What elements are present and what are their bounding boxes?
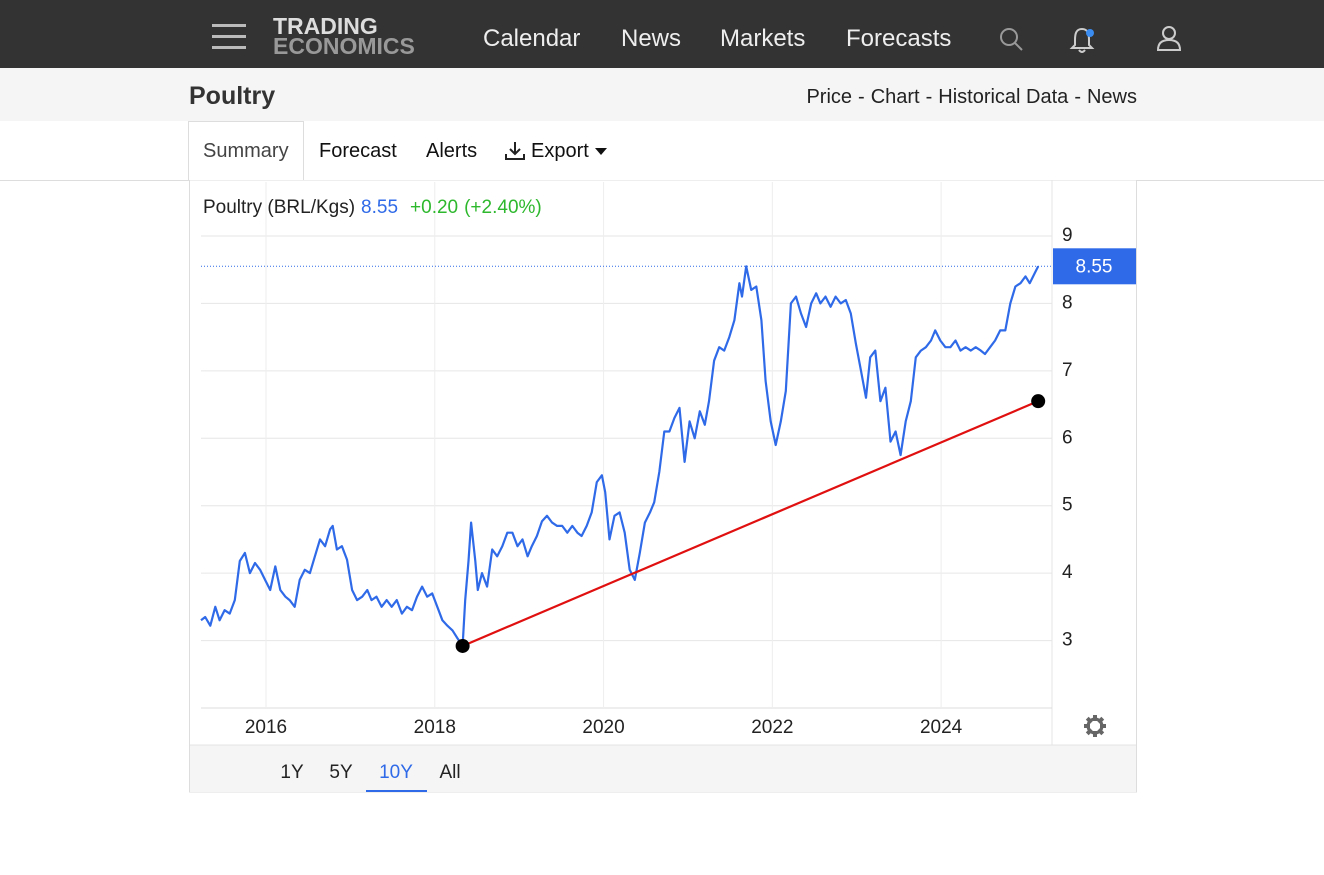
legend-name: Poultry (BRL/Kgs) [203, 197, 355, 218]
separator: - [925, 86, 933, 108]
chart-frame [189, 180, 1137, 793]
separator: - [858, 86, 865, 108]
logo-top: TRADING [273, 13, 378, 39]
legend-value: 8.55 [361, 197, 398, 218]
y-tick-label: 7 [1062, 360, 1073, 381]
range-button[interactable]: 1Y [280, 762, 304, 783]
tab-selected-box [188, 121, 304, 181]
tab[interactable]: Forecast [319, 140, 397, 162]
bell-icon[interactable] [1068, 26, 1098, 56]
section-link[interactable]: Historical Data [938, 86, 1069, 108]
legend-change-pct: (+2.40%) [464, 197, 542, 218]
page-title: Poultry [189, 82, 276, 110]
range-button[interactable]: All [439, 762, 460, 783]
last-value-label: 8.55 [1076, 256, 1113, 277]
range-bar [190, 745, 1136, 792]
y-tick-label: 3 [1062, 630, 1073, 651]
section-link[interactable]: Chart [870, 86, 920, 108]
user-icon[interactable] [1156, 24, 1184, 54]
y-tick-label: 5 [1062, 495, 1073, 516]
sub-header: Poultry Price - Chart - Historical Data - News [0, 68, 1324, 121]
y-tick-label: 9 [1062, 225, 1073, 246]
range-button[interactable]: 5Y [329, 762, 353, 783]
separator: - [1074, 86, 1081, 108]
x-tick-label: 2016 [245, 717, 287, 738]
range-button[interactable]: 10Y [379, 762, 413, 783]
settings-icon[interactable] [1084, 715, 1106, 737]
y-tick-label: 4 [1062, 562, 1073, 583]
x-tick-label: 2022 [751, 717, 793, 738]
trend-point [455, 638, 470, 653]
last-value-badge [1053, 248, 1136, 285]
x-tick-label: 2018 [414, 717, 456, 738]
section-link[interactable]: Price [806, 86, 853, 108]
nav-link[interactable]: Markets [720, 25, 806, 52]
search-icon[interactable] [998, 26, 1026, 54]
top-bar: TRADING ECONOMICS Calendar News Markets … [0, 0, 1324, 68]
y-tick-label: 8 [1062, 292, 1073, 313]
logo-bottom: ECONOMICS [273, 33, 415, 59]
trend-line [462, 400, 1039, 647]
nav-link[interactable]: News [621, 25, 682, 52]
trend-point [1031, 394, 1046, 409]
tab[interactable]: Alerts [426, 140, 478, 162]
legend: Poultry (BRL/Kgs) 8.55 +0.20 (+2.40%) [203, 197, 542, 218]
download-icon [505, 142, 525, 160]
tab[interactable]: Summary [203, 140, 289, 162]
section-link[interactable]: News [1086, 86, 1137, 108]
y-tick-label: 6 [1062, 427, 1073, 448]
nav-link[interactable]: Calendar [483, 25, 581, 52]
x-tick-label: 2020 [582, 717, 624, 738]
section-links: Price - Chart - Historical Data - News [806, 86, 1137, 109]
legend-change: +0.20 [410, 197, 458, 218]
logo[interactable]: TRADING ECONOMICS [273, 13, 415, 59]
caret-icon [595, 148, 607, 155]
price-line [200, 265, 1040, 648]
menu-icon[interactable] [212, 22, 246, 50]
tab-row: Summary Forecast Alerts Export [0, 121, 1324, 181]
x-tick-label: 2024 [920, 717, 963, 738]
tab[interactable]: Export [531, 140, 589, 162]
nav-link[interactable]: Forecasts [846, 25, 952, 52]
gear-ring [1086, 717, 1104, 735]
